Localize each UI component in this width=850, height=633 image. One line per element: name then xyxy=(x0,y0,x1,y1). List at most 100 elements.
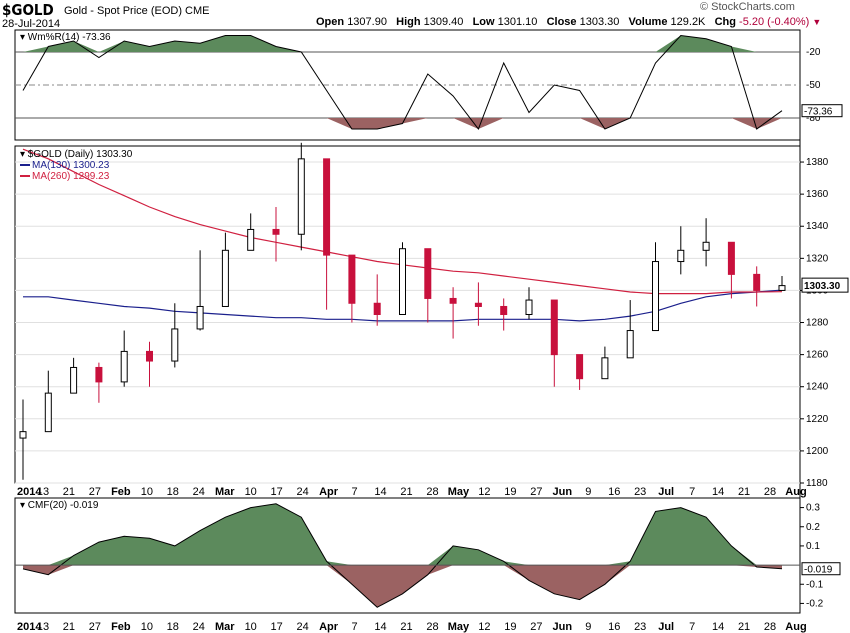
close-value: 1303.30 xyxy=(579,16,620,28)
x-axis-label: Jul xyxy=(658,621,674,633)
x-axis-label: 28 xyxy=(426,486,438,498)
price-tick-label: 1240 xyxy=(806,382,829,393)
wmr-tick-label: -80 xyxy=(806,113,821,124)
candle-body xyxy=(550,299,558,356)
candle-body xyxy=(424,248,432,299)
x-axis-label: 10 xyxy=(141,621,153,633)
price-tick-label: 1200 xyxy=(806,446,829,457)
price-panel-title: ▾ $GOLD (Daily) 1303.30 xyxy=(20,149,133,160)
chart-symbol: $GOLD xyxy=(2,1,54,19)
x-axis-label: 27 xyxy=(89,486,101,498)
cmf-current-tag xyxy=(801,562,841,576)
candle-body xyxy=(677,249,685,263)
x-axis-label: 17 xyxy=(271,621,283,633)
candle-body xyxy=(19,431,27,439)
candle-body xyxy=(120,350,128,383)
x-axis-label: Aug xyxy=(785,621,806,633)
x-axis-label: 27 xyxy=(530,486,542,498)
chg-label: Chg xyxy=(714,16,736,28)
x-axis-label: 21 xyxy=(63,486,75,498)
down-arrow-icon: ▼ xyxy=(812,17,822,27)
x-axis-label: 28 xyxy=(764,621,776,633)
candle-body xyxy=(146,350,153,362)
x-axis-label: 7 xyxy=(352,621,358,633)
price-tick-label: 1320 xyxy=(806,253,829,264)
candle-body xyxy=(601,357,609,380)
price-tick-label: 1340 xyxy=(806,221,829,232)
x-axis-label: 14 xyxy=(374,621,386,633)
candle-body xyxy=(196,305,204,330)
x-axis-label: 7 xyxy=(689,486,695,498)
candle-body xyxy=(727,241,735,275)
wmr-current-tag xyxy=(801,104,843,118)
candle-body xyxy=(576,354,584,380)
x-axis-label: 16 xyxy=(608,486,620,498)
candle-body xyxy=(272,228,280,235)
chart-description: Gold - Spot Price (EOD) CME xyxy=(64,5,210,17)
brand-logo: © StockCharts.com xyxy=(700,1,795,13)
volume-label: Volume xyxy=(628,16,668,28)
candle-body xyxy=(778,285,786,291)
x-axis-label: 21 xyxy=(400,486,412,498)
candle-body xyxy=(399,248,406,315)
price-tick-label: 1380 xyxy=(806,157,829,168)
x-axis-label: 16 xyxy=(608,621,620,633)
x-axis-label: 10 xyxy=(141,486,153,498)
x-axis-label: 10 xyxy=(245,621,257,633)
candle-body xyxy=(449,297,457,304)
cmf-tick-label: -0.1 xyxy=(806,579,824,590)
x-axis-label: 19 xyxy=(504,621,516,633)
x-axis-label: 21 xyxy=(738,486,750,498)
price-current-tag xyxy=(801,277,849,293)
x-axis-label: 7 xyxy=(352,486,358,498)
x-axis-label: 21 xyxy=(63,621,75,633)
x-axis-label: Jun xyxy=(553,486,573,498)
x-axis-label: Feb xyxy=(111,486,131,498)
x-axis-label: 12 xyxy=(478,486,490,498)
wmr-tick-label: -20 xyxy=(806,47,821,58)
candle-body xyxy=(500,305,508,316)
x-axis-label: 14 xyxy=(712,621,724,633)
cmf-current-value: -0.019 xyxy=(804,565,833,576)
candle-body xyxy=(702,241,710,251)
x-axis-label: 17 xyxy=(271,486,283,498)
x-axis-label: 23 xyxy=(634,621,646,633)
x-axis-label: 21 xyxy=(738,621,750,633)
volume-value: 129.2K xyxy=(670,16,706,28)
candle-body xyxy=(753,273,761,291)
x-axis-label: 24 xyxy=(297,621,309,633)
x-axis-label: 18 xyxy=(167,621,179,633)
low-label: Low xyxy=(472,16,495,28)
x-axis-label: 24 xyxy=(193,621,205,633)
x-axis-label: 18 xyxy=(167,486,179,498)
x-axis-label: 10 xyxy=(245,486,257,498)
description-text: Gold - Spot Price (EOD) xyxy=(64,5,182,17)
x-axis-label: 13 xyxy=(37,486,49,498)
cmf-tick-label: 0.3 xyxy=(806,503,820,514)
x-axis-label: 2014 xyxy=(17,621,42,633)
x-axis-label: Apr xyxy=(319,486,339,498)
chart-date: 28-Jul-2014 xyxy=(2,18,61,30)
x-axis-label: 27 xyxy=(530,621,542,633)
wmr-line xyxy=(22,34,783,131)
candle-body xyxy=(348,254,356,304)
x-axis-label: 27 xyxy=(89,621,101,633)
ma260-legend-label: MA(260) 1299.23 xyxy=(32,171,110,182)
open-value: 1307.90 xyxy=(347,16,387,28)
price-tick-label: 1220 xyxy=(806,414,829,425)
x-axis-label: Aug xyxy=(785,486,806,498)
candle-body xyxy=(297,158,305,235)
x-axis-label: 14 xyxy=(712,486,724,498)
candle-body xyxy=(652,261,659,332)
x-axis-label: 9 xyxy=(585,621,591,633)
candle-body xyxy=(247,228,255,251)
x-axis-label: 14 xyxy=(374,486,386,498)
x-axis-label: Mar xyxy=(215,621,235,633)
x-axis-label: 28 xyxy=(764,486,776,498)
x-axis-label: 23 xyxy=(634,486,646,498)
x-axis-label: Apr xyxy=(319,621,339,633)
open-label: Open xyxy=(316,16,345,28)
high-value: 1309.40 xyxy=(423,16,464,28)
close-label: Close xyxy=(546,16,577,28)
x-axis-label: Jul xyxy=(658,486,674,498)
